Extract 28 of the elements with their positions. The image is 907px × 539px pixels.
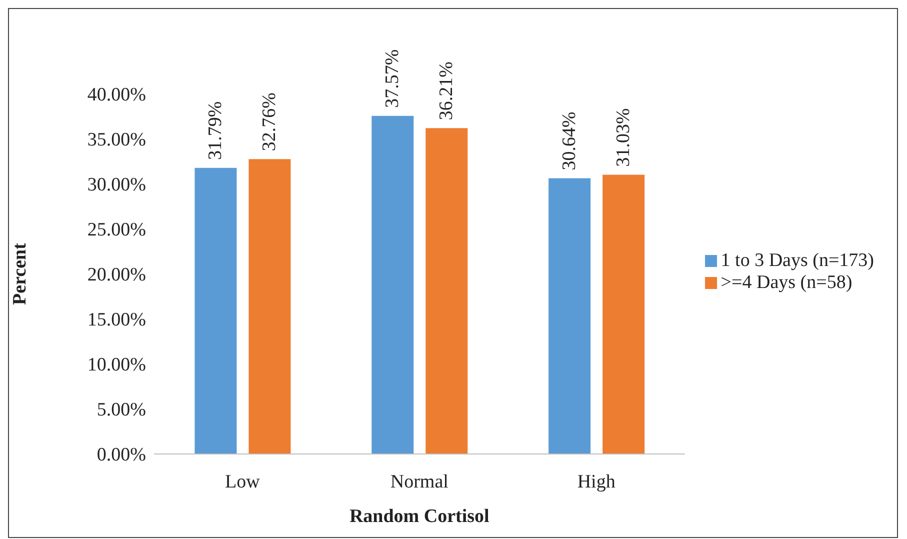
y-tick-label: 20.00% [87,264,146,286]
legend-label: >=4 Days (n=58) [720,272,852,292]
x-tick-label: High [577,471,616,492]
data-label: 37.57% [382,49,404,108]
x-axis-title: Random Cortisol [349,506,490,527]
bar [248,159,291,454]
bar [426,128,468,454]
data-label: 31.03% [613,108,634,167]
bar [194,168,237,454]
y-tick-label: 5.00% [96,400,146,421]
bar [548,178,591,454]
y-tick-label: 30.00% [87,174,146,196]
data-label: 31.79% [205,101,226,160]
y-tick-label: 40.00% [87,84,146,106]
legend-label: 1 to 3 Days (n=173) [720,250,874,270]
y-tick-label: 35.00% [87,130,146,151]
x-tick-label: Low [225,471,260,492]
x-tick-label: Normal [390,471,448,492]
y-tick-label: 15.00% [87,310,146,331]
data-label: 32.76% [259,92,280,152]
y-tick-label: 10.00% [87,354,146,376]
y-tick-label: 25.00% [87,220,146,241]
data-label: 36.21% [436,61,458,120]
y-tick-label: 0.00% [96,444,146,466]
data-label: 30.64% [559,111,580,170]
bar [602,174,645,454]
y-axis-title: Percent [10,242,31,305]
bar [372,116,414,454]
